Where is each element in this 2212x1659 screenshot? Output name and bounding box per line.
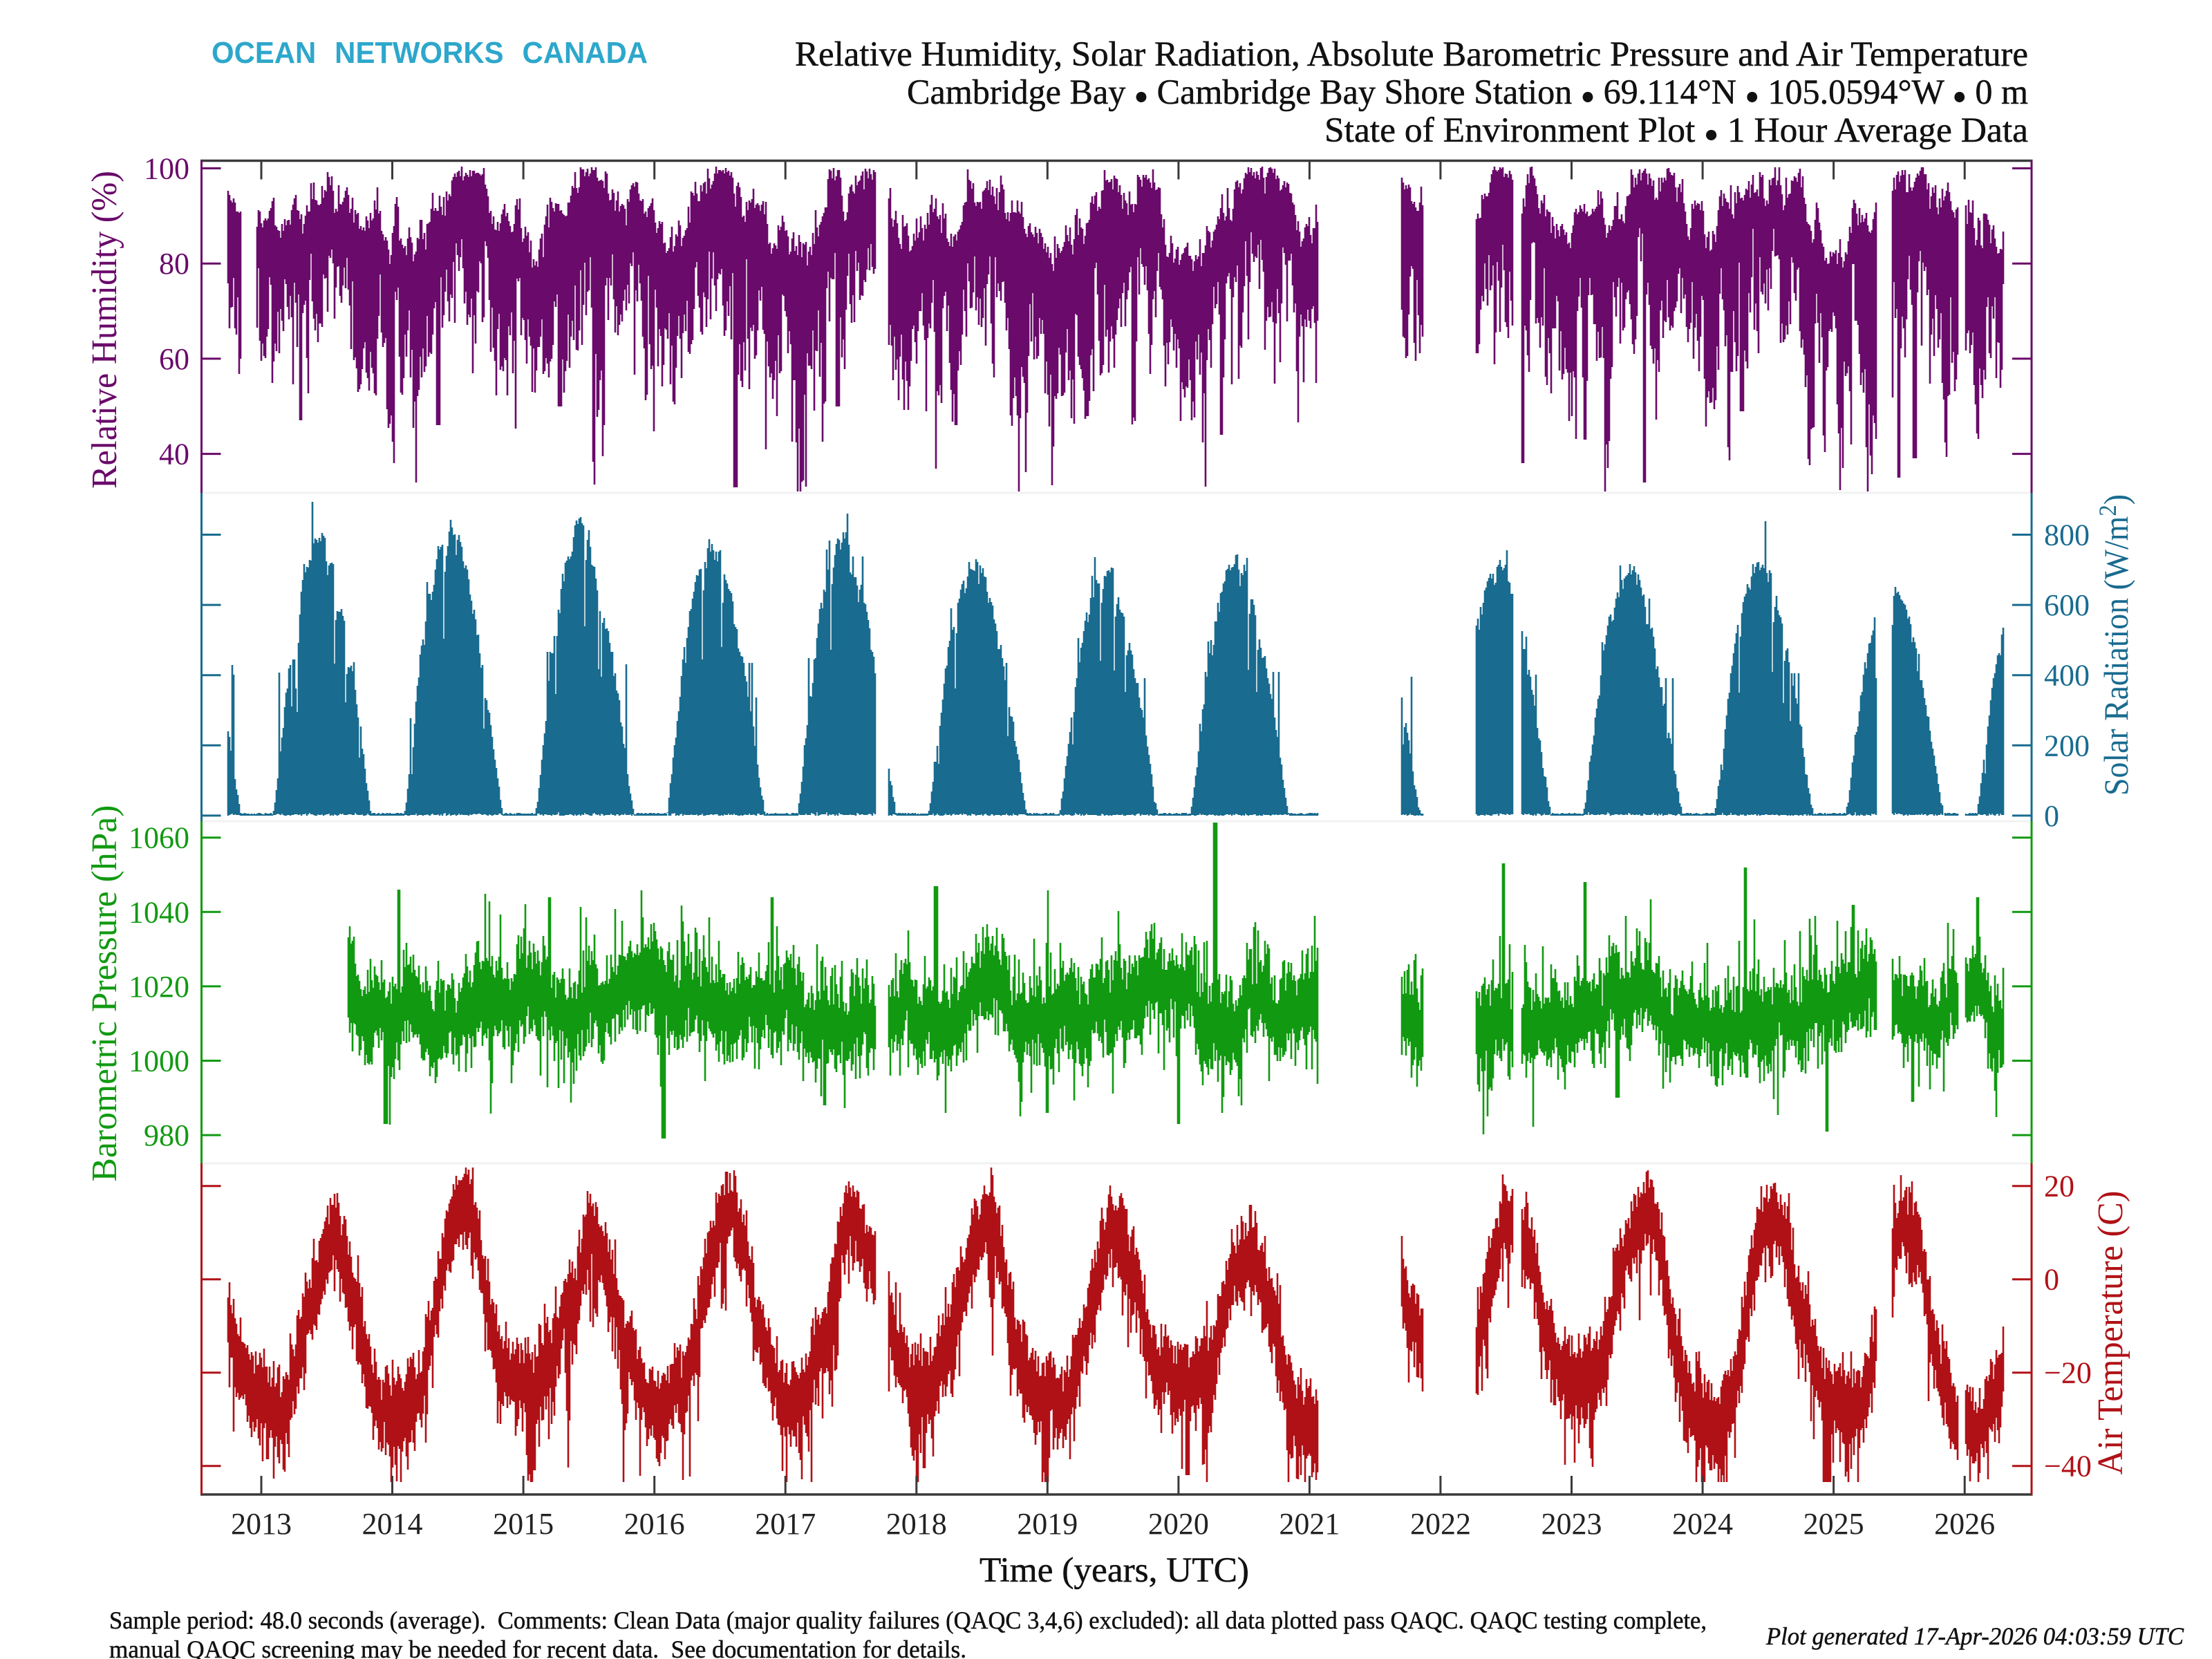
svg-text:2019: 2019: [1017, 1507, 1078, 1541]
svg-text:2018: 2018: [886, 1507, 947, 1541]
svg-text:2023: 2023: [1541, 1507, 1602, 1541]
svg-text:20: 20: [2044, 1170, 2074, 1203]
svg-text:1040: 1040: [129, 895, 189, 929]
svg-text:100: 100: [144, 152, 189, 186]
svg-text:OCEAN NETWORKS CANADA: OCEAN NETWORKS CANADA: [212, 36, 648, 70]
svg-text:−20: −20: [2044, 1356, 2092, 1390]
svg-text:600: 600: [2044, 588, 2090, 622]
svg-text:Plot generated 17-Apr-2026 04:: Plot generated 17-Apr-2026 04:03:59 UTC: [1765, 1622, 2184, 1650]
svg-text:2024: 2024: [1672, 1507, 1733, 1541]
svg-text:2017: 2017: [755, 1507, 816, 1541]
svg-text:−40: −40: [2044, 1450, 2092, 1483]
svg-text:2026: 2026: [1934, 1507, 1995, 1541]
svg-text:0: 0: [2044, 799, 2059, 833]
svg-text:1060: 1060: [129, 821, 189, 855]
svg-text:Cambridge Bay ● Cambridge Bay: Cambridge Bay ● Cambridge Bay Shore Stat…: [907, 73, 2028, 112]
svg-text:Air Temperature (C): Air Temperature (C): [2091, 1191, 2130, 1475]
svg-text:Sample period: 48.0 seconds (a: Sample period: 48.0 seconds (average). C…: [109, 1606, 1707, 1634]
svg-text:2014: 2014: [362, 1507, 423, 1541]
svg-text:2015: 2015: [493, 1507, 554, 1541]
svg-text:200: 200: [2044, 729, 2090, 762]
svg-text:2020: 2020: [1148, 1507, 1209, 1541]
svg-text:manual QAQC screening may be n: manual QAQC screening may be needed for …: [109, 1635, 966, 1659]
svg-text:Relative Humidity (%): Relative Humidity (%): [85, 171, 124, 489]
svg-text:2025: 2025: [1803, 1507, 1864, 1541]
svg-text:800: 800: [2044, 518, 2090, 552]
svg-text:400: 400: [2044, 659, 2090, 693]
svg-text:2022: 2022: [1410, 1507, 1471, 1541]
svg-text:State of Environment Plot ● 1: State of Environment Plot ● 1 Hour Avera…: [1324, 111, 2028, 150]
svg-text:980: 980: [144, 1118, 189, 1152]
svg-text:60: 60: [159, 342, 189, 376]
svg-text:Barometric Pressure (hPa): Barometric Pressure (hPa): [85, 805, 124, 1182]
svg-text:1020: 1020: [129, 970, 189, 1004]
svg-text:2013: 2013: [231, 1507, 292, 1541]
svg-text:0: 0: [2044, 1263, 2059, 1297]
svg-text:80: 80: [159, 247, 189, 281]
svg-text:Relative Humidity, Solar Radia: Relative Humidity, Solar Radiation, Abso…: [795, 35, 2028, 74]
svg-text:2016: 2016: [624, 1507, 685, 1541]
svg-text:40: 40: [159, 438, 189, 471]
svg-text:1000: 1000: [129, 1044, 189, 1078]
svg-text:Solar Radiation (W/m2): Solar Radiation (W/m2): [2094, 494, 2135, 796]
svg-text:2021: 2021: [1279, 1507, 1340, 1541]
svg-text:Time (years, UTC): Time (years, UTC): [980, 1551, 1249, 1590]
